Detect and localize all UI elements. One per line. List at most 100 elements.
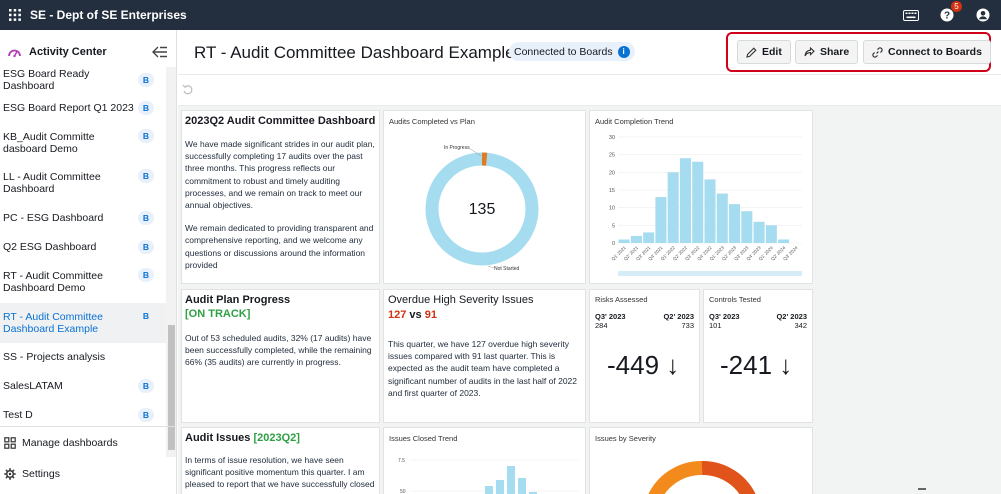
dashboard-canvas: 2023Q2 Audit Committee Dashboard We have… xyxy=(178,106,1001,494)
org-name: SE - Dept of SE Enterprises xyxy=(30,8,187,22)
bar-chart-y-tick: 15 xyxy=(609,188,615,194)
connect-button-label: Connect to Boards xyxy=(888,46,982,58)
help-icon[interactable]: ? 5 xyxy=(936,1,962,26)
overdue-issues-title: Overdue High Severity Issues xyxy=(388,294,534,306)
bar-chart-y-tick: 0 xyxy=(612,241,615,247)
secondary-toolbar xyxy=(178,76,1001,106)
boards-badge: B xyxy=(138,169,154,183)
sidebar-item-label: PC - ESG Dashboard xyxy=(3,212,104,224)
audit-plan-progress-title: Audit Plan Progress xyxy=(185,294,291,306)
sidebar-item-label: SS - Projects analysis xyxy=(3,351,106,363)
app-grid-icon[interactable] xyxy=(0,0,30,30)
canvas-scroll-marker[interactable] xyxy=(918,488,926,490)
overdue-comparison: 127 vs 91 xyxy=(388,309,581,321)
audit-completion-trend-card: Audit Completion Trend 0 5 10 15 20 25 30 Q1' 2… xyxy=(589,110,813,284)
sidebar: Activity Center ESG Board Ready Dashboar… xyxy=(0,30,177,494)
bar-chart-bar xyxy=(729,204,741,243)
sidebar-scrollbar-thumb[interactable] xyxy=(168,325,175,450)
summary-card: 2023Q2 Audit Committee Dashboard We have… xyxy=(181,110,380,284)
sidebar-item-rt-audit-example[interactable]: RT - Audit Committee Dashboard Example B xyxy=(0,303,166,343)
sidebar-item-label: SalesLATAM xyxy=(3,380,63,392)
donut-chart: 135 In Progress Not Started xyxy=(425,145,539,272)
issues-closed-bar xyxy=(496,480,504,494)
issues-closed-bar xyxy=(529,492,537,494)
sidebar-item-label: Q2 ESG Dashboard xyxy=(3,241,97,253)
controls-tested-card: Controls Tested Q3' 2023 Q2' 2023 101 342 … xyxy=(703,289,813,423)
settings-link[interactable]: Settings xyxy=(0,458,176,489)
issues-by-severity-title: Issues by Severity xyxy=(595,434,656,443)
connected-status-badge: Connected to Boards i xyxy=(509,42,635,61)
issues-closed-trend-card: Issues Closed Trend 7.5 50 xyxy=(383,427,586,494)
manage-dashboards-link[interactable]: Manage dashboards xyxy=(0,427,176,458)
bar-chart-bar xyxy=(618,239,630,243)
undo-icon[interactable] xyxy=(182,84,193,95)
donut-label-in-progress: In Progress xyxy=(444,145,470,151)
collapse-sidebar-icon[interactable] xyxy=(152,45,168,59)
overdue-current-value: 127 xyxy=(388,309,407,321)
boards-badge: B xyxy=(138,240,154,254)
donut-leader-line xyxy=(487,265,495,269)
issues-closed-bar xyxy=(507,466,515,494)
summary-para-2: We remain dedicated to providing transpa… xyxy=(185,223,374,270)
sidebar-item-label: Test D xyxy=(3,409,33,421)
summary-title: 2023Q2 Audit Committee Dashboard xyxy=(185,115,376,127)
sidebar-item-ss-projects[interactable]: SS - Projects analysis xyxy=(0,343,166,371)
sidebar-item-saleslatam[interactable]: SalesLATAM B xyxy=(0,371,166,401)
bar-chart-bar xyxy=(704,179,716,243)
link-icon xyxy=(872,46,883,58)
share-icon xyxy=(804,46,815,56)
sidebar-item-ll-audit[interactable]: LL - Audit Committee Dashboard B xyxy=(0,163,166,203)
boards-badge: B xyxy=(138,73,154,87)
risks-period-row: Q3' 2023 Q2' 2023 xyxy=(595,312,694,321)
top-bar: SE - Dept of SE Enterprises ? 5 xyxy=(0,0,1001,30)
status-bracket-close: ] xyxy=(246,308,251,320)
controls-right-period: Q2' 2023 xyxy=(776,312,807,321)
share-button-label: Share xyxy=(820,46,850,58)
sidebar-scrollbar-track[interactable] xyxy=(166,67,176,457)
bar-chart-bar xyxy=(667,172,679,243)
controls-right-value: 342 xyxy=(794,321,807,330)
activity-center-label: Activity Center xyxy=(29,46,107,58)
page-title: RT - Audit Committee Dashboard Example xyxy=(194,43,515,62)
info-icon[interactable]: i xyxy=(617,45,630,58)
sidebar-item-pc-esg[interactable]: PC - ESG Dashboard B xyxy=(0,203,166,233)
bar-chart-bar xyxy=(716,193,728,243)
gear-icon xyxy=(4,467,16,480)
keyboard-icon[interactable] xyxy=(900,4,922,26)
sidebar-item-esg-board-report[interactable]: ESG Board Report Q1 2023 B xyxy=(0,93,166,123)
overdue-issues-body: This quarter, we have 127 overdue high s… xyxy=(388,339,578,398)
sidebar-item-label: ESG Board Ready Dashboard xyxy=(3,68,90,92)
user-profile-icon[interactable] xyxy=(972,4,994,26)
sidebar-item-rt-audit-demo[interactable]: RT - Audit Committee Dashboard Demo B xyxy=(0,261,166,303)
controls-delta-value: -241 ↓ xyxy=(720,350,793,380)
bar-chart-bar xyxy=(753,221,765,243)
audits-completed-card: Audits Completed vs Plan 135 In Progress… xyxy=(383,110,586,284)
risks-value-row: 284 733 xyxy=(595,321,694,330)
sidebar-item-kb-audit[interactable]: KB_Audit Committe dasboard Demo B xyxy=(0,123,166,163)
bar-chart-y-tick: 20 xyxy=(609,170,615,176)
donut-label-not-started: Not Started xyxy=(494,266,520,272)
sidebar-item-label: KB_Audit Committe dasboard Demo xyxy=(3,131,95,155)
bar-chart-scrollbar[interactable] xyxy=(618,271,802,276)
risks-right-period: Q2' 2023 xyxy=(663,312,694,321)
sidebar-item-esg-board-ready[interactable]: ESG Board Ready Dashboard B xyxy=(0,67,166,93)
boards-badge: B xyxy=(142,311,150,321)
donut-center-value: 135 xyxy=(469,201,496,218)
risks-left-value: 284 xyxy=(595,321,608,330)
audit-issues-period: [2023Q2] xyxy=(253,432,300,444)
audit-plan-progress-body: Out of 53 scheduled audits, 32% (17 audi… xyxy=(185,333,372,368)
audit-completion-trend-title: Audit Completion Trend xyxy=(595,117,674,126)
share-button[interactable]: Share xyxy=(795,40,859,64)
sidebar-item-test-d[interactable]: Test D B xyxy=(0,401,166,429)
sidebar-item-label: ESG Board Report Q1 2023 xyxy=(3,102,134,114)
settings-label: Settings xyxy=(22,467,60,480)
edit-button[interactable]: Edit xyxy=(737,40,791,64)
sidebar-item-label: RT - Audit Committee Dashboard Example xyxy=(3,311,103,335)
bar-chart-bar xyxy=(765,225,777,243)
bar-chart-bar xyxy=(778,239,790,243)
controls-left-value: 101 xyxy=(709,321,722,330)
bar-chart-y-tick: 25 xyxy=(609,153,615,159)
bar-chart-y-tick: 30 xyxy=(609,135,615,141)
connect-to-boards-button[interactable]: Connect to Boards xyxy=(863,40,991,64)
sidebar-item-q2-esg[interactable]: Q2 ESG Dashboard B xyxy=(0,233,166,261)
